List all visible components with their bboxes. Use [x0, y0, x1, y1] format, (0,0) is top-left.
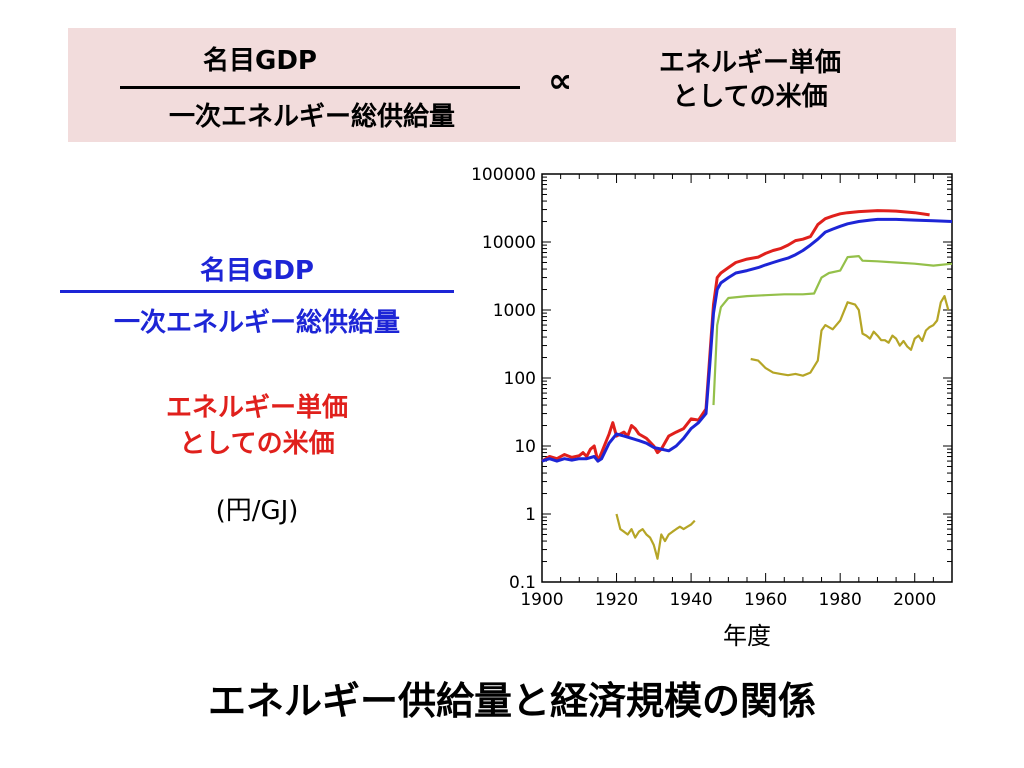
banner-right-line2: としての米価	[672, 82, 828, 112]
series-lines	[541, 209, 953, 560]
formula-banner	[68, 28, 956, 142]
x-tick-label: 1980	[819, 590, 862, 610]
y-tick-label: 100	[504, 369, 536, 389]
red-legend-line1: エネルギー単価	[165, 393, 348, 423]
unit-label: (円/GJ)	[215, 496, 299, 526]
x-tick-label: 1960	[744, 590, 787, 610]
x-axis-title: 年度	[723, 622, 771, 650]
y-tick-label: 0.1	[509, 573, 536, 593]
green-series-line	[712, 255, 953, 406]
y-tick-label: 1	[525, 505, 536, 525]
y-tick-label: 100000	[471, 165, 536, 185]
olive-series-line-prewar	[615, 513, 696, 560]
banner-numerator: 名目GDP	[203, 46, 317, 76]
x-tick-label: 2000	[893, 590, 936, 610]
y-tick-label: 1000	[493, 301, 536, 321]
slide-title: エネルギー供給量と経済規模の関係	[207, 679, 816, 723]
y-tick-label: 10000	[482, 233, 536, 253]
banner-right-text: エネルギー単価 としての米価	[620, 46, 880, 114]
olive-series-line-postwar	[750, 295, 950, 377]
banner-right-line1: エネルギー単価	[658, 48, 841, 78]
banner-denominator: 一次エネルギー総供給量	[168, 102, 455, 132]
blue-legend-numerator: 名目GDP	[200, 256, 314, 286]
axis-ticks: 0.1 1 10 100 1000 10000 100000 1900 1920 1940 1960…	[471, 165, 953, 610]
blue-legend-denominator: 一次エネルギー総供給量	[113, 308, 400, 338]
x-tick-label: 1900	[520, 590, 563, 610]
red-rice-price-line	[541, 209, 930, 463]
y-tick-label: 10	[514, 437, 536, 457]
x-tick-label: 1920	[595, 590, 638, 610]
red-legend-line2: としての米価	[179, 429, 335, 459]
banner-fraction-line	[120, 86, 520, 89]
blue-gdp-per-energy-line	[541, 217, 953, 463]
red-legend-text: エネルギー単価 としての米価	[60, 390, 454, 462]
plot-frame	[541, 173, 953, 583]
proportional-symbol: ∝	[548, 61, 573, 101]
blue-legend-fraction-line	[60, 290, 454, 293]
x-tick-label: 1940	[669, 590, 712, 610]
